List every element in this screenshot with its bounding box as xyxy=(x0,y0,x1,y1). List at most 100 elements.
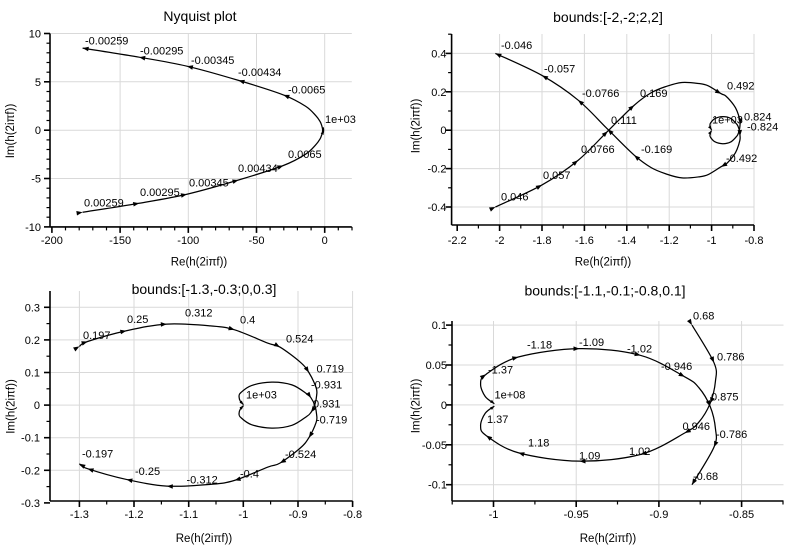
svg-text:0.1: 0.1 xyxy=(25,368,40,380)
svg-text:-1: -1 xyxy=(707,235,717,247)
svg-text:-0.0065: -0.0065 xyxy=(288,85,325,97)
svg-text:-0.05: -0.05 xyxy=(422,440,447,452)
svg-text:-0.25: -0.25 xyxy=(135,466,160,478)
svg-text:Re(h(2iπf)): Re(h(2iπf)) xyxy=(575,257,632,269)
svg-text:-0.786: -0.786 xyxy=(716,429,747,441)
svg-text:-0.3: -0.3 xyxy=(21,498,40,510)
svg-text:0.057: 0.057 xyxy=(543,170,571,182)
svg-text:0.00259: 0.00259 xyxy=(84,198,124,210)
svg-text:0.046: 0.046 xyxy=(501,192,529,204)
svg-text:-0.95: -0.95 xyxy=(564,509,589,521)
svg-text:5: 5 xyxy=(35,77,41,89)
svg-text:-0.1: -0.1 xyxy=(428,480,447,492)
svg-text:-0.00295: -0.00295 xyxy=(140,46,183,58)
svg-text:-1.2: -1.2 xyxy=(125,509,144,521)
svg-text:Re(h(2iπf)): Re(h(2iπf)) xyxy=(580,533,637,545)
svg-text:0: 0 xyxy=(441,400,447,412)
svg-text:0.00345: 0.00345 xyxy=(189,178,229,190)
svg-text:Re(h(2iπf)): Re(h(2iπf)) xyxy=(171,257,228,269)
svg-text:0.875: 0.875 xyxy=(711,392,739,404)
svg-text:0.00295: 0.00295 xyxy=(140,187,180,199)
svg-text:-0.85: -0.85 xyxy=(729,509,754,521)
svg-text:0: 0 xyxy=(322,235,328,247)
svg-text:0.1: 0.1 xyxy=(432,320,447,332)
svg-text:1e+03: 1e+03 xyxy=(712,115,743,127)
svg-text:-0.824: -0.824 xyxy=(747,122,778,134)
svg-text:1.02: 1.02 xyxy=(629,446,650,458)
svg-text:0.824: 0.824 xyxy=(744,112,772,124)
svg-text:-0.057: -0.057 xyxy=(544,64,575,76)
svg-text:0.197: 0.197 xyxy=(83,330,111,342)
svg-text:0.05: 0.05 xyxy=(426,360,447,372)
svg-text:-1: -1 xyxy=(489,509,499,521)
svg-text:-0.9: -0.9 xyxy=(649,509,668,521)
svg-text:-1.09: -1.09 xyxy=(579,337,604,349)
svg-text:-1.6: -1.6 xyxy=(575,235,594,247)
svg-text:-0.00259: -0.00259 xyxy=(85,36,128,48)
svg-text:0.492: 0.492 xyxy=(727,81,755,93)
svg-text:0.2: 0.2 xyxy=(431,87,446,99)
svg-text:-150: -150 xyxy=(109,235,131,247)
svg-text:-5: -5 xyxy=(31,174,41,186)
svg-text:-0.931: -0.931 xyxy=(311,380,342,392)
svg-text:1e+03: 1e+03 xyxy=(246,390,277,402)
svg-text:-0.312: -0.312 xyxy=(187,475,218,487)
svg-text:Nyquist plot: Nyquist plot xyxy=(163,8,236,24)
svg-text:-1.02: -1.02 xyxy=(627,344,652,356)
svg-text:0.786: 0.786 xyxy=(717,352,745,364)
svg-text:-1.2: -1.2 xyxy=(660,235,679,247)
svg-text:-0.00434: -0.00434 xyxy=(238,67,281,79)
svg-text:Im(h(2iπf)): Im(h(2iπf)) xyxy=(411,99,423,154)
svg-text:-0.169: -0.169 xyxy=(641,144,672,156)
svg-text:-1.18: -1.18 xyxy=(527,340,552,352)
svg-text:-0.719: -0.719 xyxy=(316,415,347,427)
svg-text:bounds:[-1.3,-0.3;0,0.3]: bounds:[-1.3,-0.3;0,0.3] xyxy=(132,281,277,297)
svg-text:-0.68: -0.68 xyxy=(693,471,718,483)
svg-text:0.4: 0.4 xyxy=(240,315,255,327)
svg-text:0.0766: 0.0766 xyxy=(581,144,615,156)
svg-text:-0.8: -0.8 xyxy=(745,235,764,247)
svg-text:-0.2: -0.2 xyxy=(428,164,447,176)
svg-text:0.931: 0.931 xyxy=(313,399,341,411)
svg-text:Re(h(2iπf)): Re(h(2iπf)) xyxy=(176,533,233,545)
svg-text:0.68: 0.68 xyxy=(693,311,714,323)
svg-text:-2.2: -2.2 xyxy=(448,235,467,247)
svg-text:-0.046: -0.046 xyxy=(501,40,532,52)
svg-text:-1.1: -1.1 xyxy=(179,509,198,521)
svg-text:-10: -10 xyxy=(25,222,41,234)
svg-text:Im(h(2iπf)): Im(h(2iπf)) xyxy=(411,379,423,434)
svg-text:-0.1: -0.1 xyxy=(21,433,40,445)
svg-text:Im(h(2iπf)): Im(h(2iπf)) xyxy=(6,379,18,434)
svg-text:-0.4: -0.4 xyxy=(428,202,447,214)
svg-text:-0.00345: -0.00345 xyxy=(191,55,234,67)
svg-text:1.37: 1.37 xyxy=(487,414,508,426)
svg-text:-1.3: -1.3 xyxy=(70,509,89,521)
svg-text:0.2: 0.2 xyxy=(25,335,40,347)
svg-text:0.00434: 0.00434 xyxy=(238,163,278,175)
svg-text:0.719: 0.719 xyxy=(317,364,345,376)
svg-text:-2: -2 xyxy=(495,235,505,247)
svg-text:0.0065: 0.0065 xyxy=(288,149,322,161)
svg-text:0.946: 0.946 xyxy=(683,421,711,433)
svg-text:0.111: 0.111 xyxy=(611,115,637,127)
svg-text:0: 0 xyxy=(34,400,40,412)
svg-text:bounds:[-2,-2;2,2]: bounds:[-2,-2;2,2] xyxy=(553,9,663,25)
svg-text:-0.492: -0.492 xyxy=(726,153,757,165)
svg-text:bounds:[-1.1,-0.1;-0.8,0.1]: bounds:[-1.1,-0.1;-0.8,0.1] xyxy=(524,283,685,299)
svg-text:1.09: 1.09 xyxy=(579,451,600,463)
svg-text:1e+03: 1e+03 xyxy=(325,114,356,126)
svg-text:0.4: 0.4 xyxy=(431,48,446,60)
svg-text:-0.2: -0.2 xyxy=(21,465,40,477)
svg-text:Im(h(2iπf)): Im(h(2iπf)) xyxy=(5,104,17,159)
svg-text:-1.37: -1.37 xyxy=(488,365,513,377)
svg-text:10: 10 xyxy=(29,29,41,41)
svg-text:0: 0 xyxy=(440,125,446,137)
svg-text:-200: -200 xyxy=(41,235,63,247)
svg-text:-1.8: -1.8 xyxy=(533,235,552,247)
svg-text:1.18: 1.18 xyxy=(528,438,549,450)
svg-text:0.169: 0.169 xyxy=(640,88,668,100)
svg-text:-100: -100 xyxy=(177,235,199,247)
svg-text:-0.4: -0.4 xyxy=(240,469,259,481)
svg-text:-0.9: -0.9 xyxy=(289,509,308,521)
svg-text:0: 0 xyxy=(35,125,41,137)
